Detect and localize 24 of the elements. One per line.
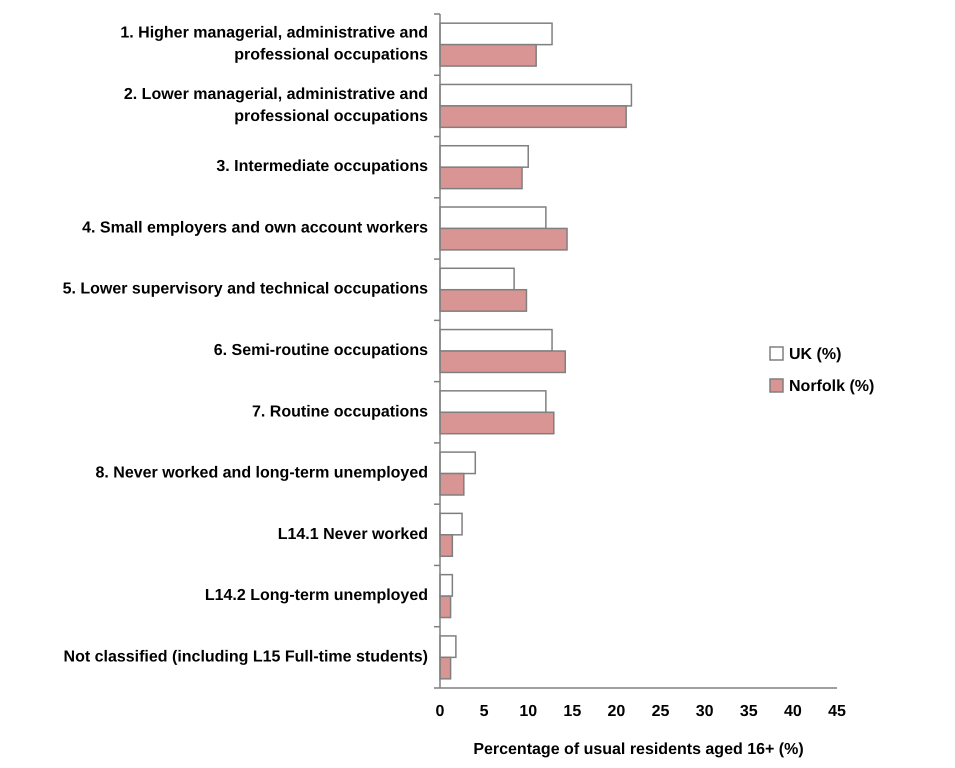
y-tick-label: 6. Semi-routine occupations: [214, 342, 428, 360]
y-tick-label: 3. Intermediate occupations: [216, 158, 428, 176]
x-tick-label: 40: [784, 703, 802, 720]
y-tick-label: 1. Higher managerial, administrative and professional occupations: [120, 24, 428, 64]
y-tick-label: L14.1 Never worked: [278, 526, 428, 544]
y-tick-label: Not classified (including L15 Full-time students): [64, 648, 428, 666]
y-tick-label: 7. Routine occupations: [252, 403, 428, 421]
y-tick-label: 2. Lower managerial, administrative and professional occupations: [124, 86, 428, 126]
x-tick-label: 35: [740, 703, 758, 720]
y-tick-label: 8. Never worked and long-term unemployed: [95, 464, 428, 482]
x-tick-label: 20: [608, 703, 626, 720]
legend-label: Norfolk (%): [789, 378, 874, 395]
x-tick-label: 30: [696, 703, 714, 720]
y-tick-label: L14.2 Long-term unemployed: [204, 587, 428, 604]
x-tick-label: 25: [652, 703, 670, 720]
y-tick-label: 5. Lower supervisory and technical occupations: [62, 280, 428, 298]
x-tick-label: 10: [519, 703, 538, 720]
x-tick-label: 0: [436, 703, 445, 720]
x-axis-title: Percentage of usual residents aged 16+ (%): [473, 741, 804, 758]
x-tick-label: 15: [563, 703, 582, 720]
legend-label: UK (%): [789, 346, 842, 363]
x-tick-label: 45: [828, 703, 846, 720]
y-tick-label: 4. Small employers and own account workers: [82, 220, 428, 237]
x-tick-label: 5: [480, 703, 489, 720]
